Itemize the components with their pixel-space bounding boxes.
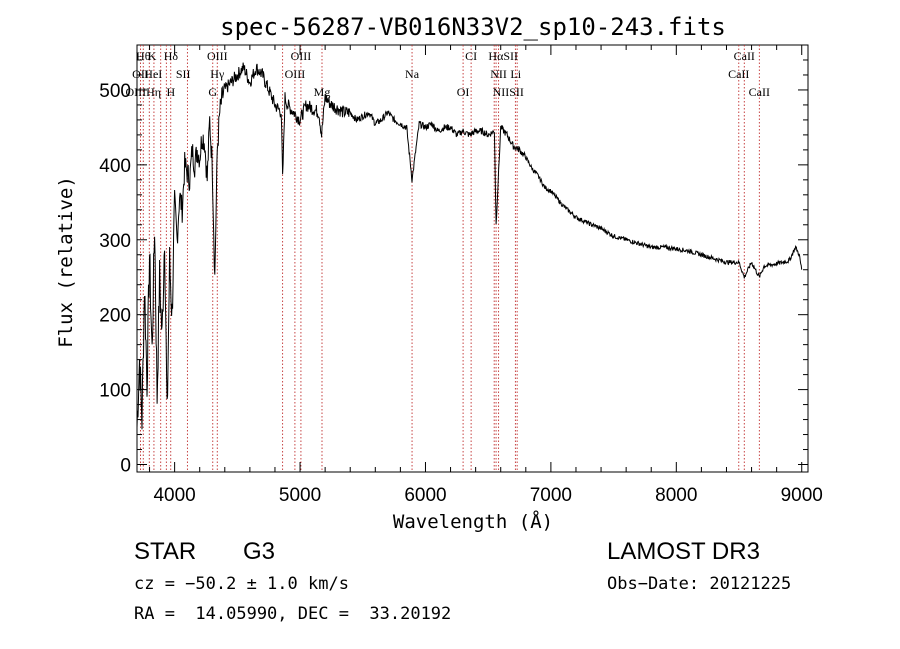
line-id-label: CaII xyxy=(728,67,749,81)
x-tick-label: 7000 xyxy=(530,485,572,506)
x-axis-label: Wavelength (Å) xyxy=(393,510,553,533)
x-tick-label: 5000 xyxy=(279,485,321,506)
line-id-label: HαSII xyxy=(488,49,518,63)
x-tick-label: 4000 xyxy=(153,485,195,506)
line-id-label: SII xyxy=(176,67,191,81)
line-id-label: Na xyxy=(405,67,420,81)
line-id-label: Hδ xyxy=(164,49,179,63)
line-id-label: Li xyxy=(510,67,521,81)
line-id-label: NII xyxy=(490,67,507,81)
plot-area: 4000 5000 6000 7000 8000 9000 0 100 200 300 400 500… xyxy=(99,44,823,506)
x-tick-label: 9000 xyxy=(781,485,823,506)
line-id-label: Hγ xyxy=(210,67,225,81)
survey-name: LAMOST DR3 xyxy=(607,538,760,565)
x-tick-label: 8000 xyxy=(655,485,697,506)
y-tick-label: 300 xyxy=(99,231,131,252)
y-tick-label: 100 xyxy=(99,381,131,402)
star-class: STAR xyxy=(134,538,197,565)
line-id-label: OIII xyxy=(285,67,306,81)
line-id-label: H xyxy=(167,85,176,99)
spectrum-line xyxy=(137,62,803,430)
line-id-label: OI xyxy=(457,85,470,99)
y-tick-label: 500 xyxy=(99,81,131,102)
redshift-value: cz = −50.2 ± 1.0 km/s xyxy=(134,574,349,594)
observation-date: Obs−Date: 20121225 xyxy=(607,574,792,594)
y-tick-label: 200 xyxy=(99,306,131,327)
line-id-label: OIIIHη xyxy=(125,85,161,99)
line-id-label: Mg xyxy=(314,85,331,99)
line-id-label: CI xyxy=(465,49,477,63)
y-tick-label: 400 xyxy=(99,156,131,177)
line-id-label: OIII xyxy=(207,49,228,63)
line-id-label: K xyxy=(148,49,157,63)
line-id-label: NIISII xyxy=(493,85,524,99)
coordinates: RA = 14.05990, DEC = 33.20192 xyxy=(134,604,452,624)
line-id-label: G xyxy=(208,85,217,99)
line-id-label: CaII xyxy=(734,49,755,63)
chart-title: spec-56287-VB016N33V2_sp10-243.fits xyxy=(220,13,726,41)
x-tick-label: 6000 xyxy=(404,485,446,506)
line-id-label: OIII xyxy=(291,49,312,63)
y-tick-label: 0 xyxy=(120,456,131,477)
star-subclass: G3 xyxy=(243,538,276,565)
y-axis-label: Flux (relative) xyxy=(55,176,77,348)
line-id-label: Hθ xyxy=(136,49,151,63)
plot-frame xyxy=(136,44,809,473)
line-id-label: CaII xyxy=(749,85,770,99)
line-id-label: HeI xyxy=(144,67,162,81)
line-id-label: OII xyxy=(132,67,149,81)
